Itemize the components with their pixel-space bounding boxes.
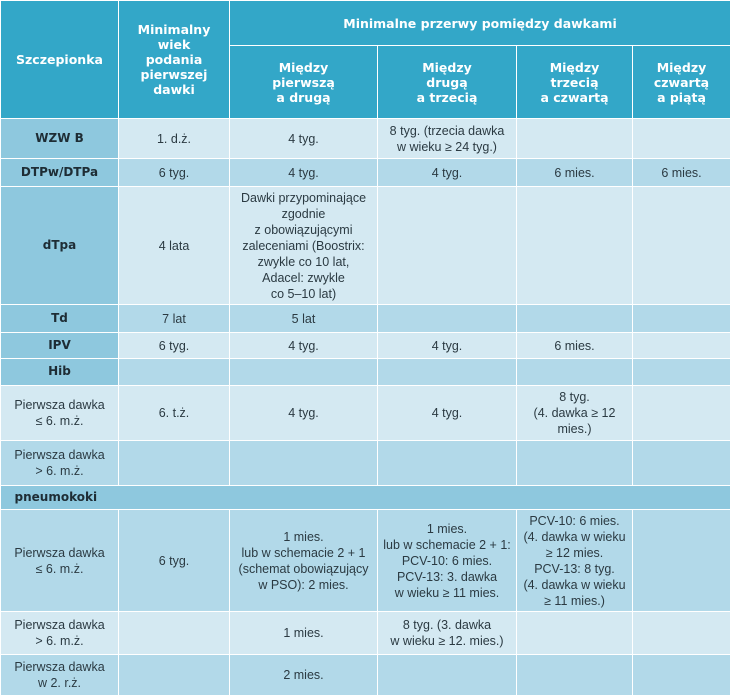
min-age-cell (118, 440, 230, 486)
subgroup-label: Pierwsza dawka ≤ 6. m.ż. (0, 509, 119, 612)
table-row: Hib (0, 358, 730, 386)
interval-cell: 1 mies. lub w schemacie 2 + 1: PCV-10: 6… (377, 509, 517, 612)
interval-cell: 8 tyg. (4. dawka ≥ 12 mies.) (516, 385, 633, 441)
min-age-cell: 6 tyg. (118, 332, 230, 359)
interval-cell (632, 440, 730, 486)
header-interval-3-4: Między trzecią a czwartą (516, 45, 633, 119)
interval-cell: 4 tyg. (229, 158, 378, 187)
interval-cell: 6 mies. (516, 332, 633, 359)
interval-cell (632, 332, 730, 359)
vaccine-name: dTpa (0, 186, 119, 305)
interval-cell (632, 385, 730, 441)
section-row: pneumokoki (0, 485, 730, 510)
interval-cell (516, 186, 633, 305)
header-interval-2-3: Między drugą a trzecią (377, 45, 517, 119)
vaccine-name: WZW B (0, 118, 119, 159)
interval-cell (377, 186, 517, 305)
table-row: IPV 6 tyg. 4 tyg. 4 tyg. 6 mies. (0, 332, 730, 359)
min-age-cell: 6 tyg. (118, 509, 230, 612)
interval-cell (377, 654, 517, 696)
interval-cell (377, 358, 517, 386)
header-intervals-group: Minimalne przerwy pomiędzy dawkami (229, 0, 730, 46)
interval-cell (377, 304, 517, 333)
interval-cell: 5 lat (229, 304, 378, 333)
header-interval-1-2: Między pierwszą a drugą (229, 45, 378, 119)
interval-cell (229, 440, 378, 486)
table-row: DTPw/DTPa 6 tyg. 4 tyg. 4 tyg. 6 mies. 6 mies… (0, 158, 730, 187)
min-age-cell (118, 358, 230, 386)
table-row: Pierwsza dawka ≤ 6. m.ż. 6. t.ż. 4 tyg. 4 t… (0, 385, 730, 441)
interval-cell: 6 mies. (516, 158, 633, 187)
table-body: WZW B 1. d.ż. 4 tyg. 8 tyg. (trzecia dawka … (0, 118, 730, 696)
interval-cell: 4 tyg. (377, 385, 517, 441)
vaccine-name: DTPw/DTPa (0, 158, 119, 187)
interval-cell: Dawki przypominające zgodnie z obowiązuj… (229, 186, 378, 305)
vaccine-name: Hib (0, 358, 119, 386)
section-label: pneumokoki (0, 485, 730, 510)
table-row: Pierwsza dawka > 6. m.ż. (0, 440, 730, 486)
interval-cell: 4 tyg. (229, 332, 378, 359)
interval-cell (516, 440, 633, 486)
table-row: WZW B 1. d.ż. 4 tyg. 8 tyg. (trzecia dawka … (0, 118, 730, 159)
interval-cell: 8 tyg. (trzecia dawka w wieku ≥ 24 tyg.) (377, 118, 517, 159)
subgroup-label: Pierwsza dawka w 2. r.ż. (0, 654, 119, 696)
min-age-cell: 6 tyg. (118, 158, 230, 187)
header-min-age: Minimalny wiek podania pierwszej dawki (118, 0, 230, 119)
interval-cell (632, 509, 730, 612)
table-row: Td 7 lat 5 lat (0, 304, 730, 333)
min-age-cell: 1. d.ż. (118, 118, 230, 159)
interval-cell (516, 654, 633, 696)
interval-cell: 4 tyg. (377, 158, 517, 187)
interval-cell: 2 mies. (229, 654, 378, 696)
interval-cell (632, 118, 730, 159)
interval-cell (632, 304, 730, 333)
min-age-cell: 7 lat (118, 304, 230, 333)
interval-cell (516, 304, 633, 333)
interval-cell (516, 611, 633, 655)
min-age-cell (118, 611, 230, 655)
interval-cell: 6 mies. (632, 158, 730, 187)
interval-cell (516, 118, 633, 159)
interval-cell: PCV-10: 6 mies. (4. dawka w wieku ≥ 12 m… (516, 509, 633, 612)
vaccine-name: Td (0, 304, 119, 333)
interval-cell (632, 186, 730, 305)
subgroup-label: Pierwsza dawka > 6. m.ż. (0, 611, 119, 655)
interval-cell: 8 tyg. (3. dawka w wieku ≥ 12. mies.) (377, 611, 517, 655)
header-vaccine: Szczepionka (0, 0, 119, 119)
min-age-cell (118, 654, 230, 696)
min-age-cell: 4 lata (118, 186, 230, 305)
interval-cell: 4 tyg. (229, 118, 378, 159)
interval-cell (632, 611, 730, 655)
interval-cell: 4 tyg. (377, 332, 517, 359)
interval-cell (377, 440, 517, 486)
subgroup-label: Pierwsza dawka ≤ 6. m.ż. (0, 385, 119, 441)
min-age-cell: 6. t.ż. (118, 385, 230, 441)
table-row: Pierwsza dawka > 6. m.ż. 1 mies. 8 tyg. (3… (0, 611, 730, 655)
vaccine-name: IPV (0, 332, 119, 359)
interval-cell (229, 358, 378, 386)
interval-cell: 4 tyg. (229, 385, 378, 441)
interval-cell: 1 mies. lub w schemacie 2 + 1 (schemat o… (229, 509, 378, 612)
table-row: Pierwsza dawka ≤ 6. m.ż. 6 tyg. 1 mies. lu… (0, 509, 730, 612)
table-row: dTpa 4 lata Dawki przypominające zgodnie z… (0, 186, 730, 305)
interval-cell (632, 654, 730, 696)
table-row: Pierwsza dawka w 2. r.ż. 2 mies. (0, 654, 730, 696)
header-interval-4-5: Między czwartą a piątą (632, 45, 730, 119)
interval-cell: 1 mies. (229, 611, 378, 655)
interval-cell (516, 358, 633, 386)
subgroup-label: Pierwsza dawka > 6. m.ż. (0, 440, 119, 486)
interval-cell (632, 358, 730, 386)
